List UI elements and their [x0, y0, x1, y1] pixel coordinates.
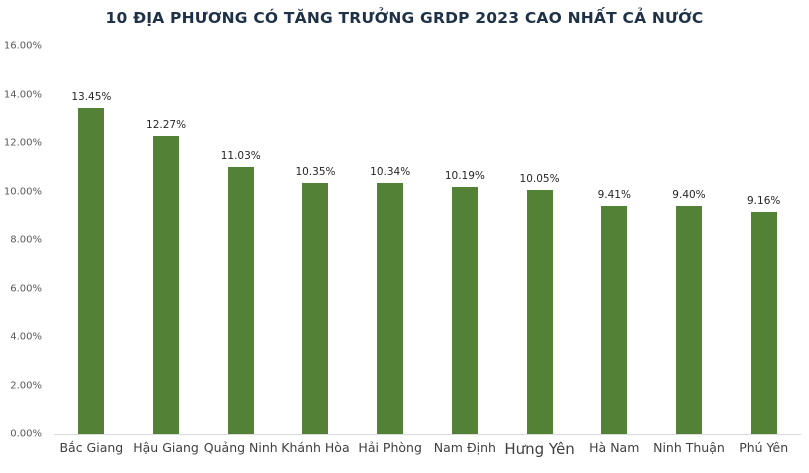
plot-area: 13.45% 12.27% 11.03% 10.35% 10.34% 10.19% 10.0…	[54, 46, 801, 435]
y-tick-label: 10.00%	[3, 186, 42, 197]
y-tick-label: 0.00%	[10, 428, 42, 440]
y-tick-label: 8.00%	[10, 234, 42, 246]
x-axis-labels: Bắc Giang Hậu Giang Quảng Ninh Khánh Hòa Hải…	[54, 440, 801, 458]
bar-value-label: 12.27%	[146, 119, 187, 132]
bar-column: 9.16%	[726, 46, 801, 434]
bar-value-label: 13.45%	[71, 90, 112, 103]
bar-value-label: 10.19%	[444, 169, 485, 182]
bar-1	[153, 136, 180, 434]
x-category-label: Hưng Yên	[504, 440, 575, 458]
bar-9	[750, 211, 777, 434]
bar-column: 13.45%	[54, 46, 129, 434]
x-category-label: Bắc Giang	[59, 440, 124, 455]
y-tick-label: 16.00%	[3, 40, 42, 52]
bar-6	[526, 190, 553, 434]
bar-3	[302, 183, 329, 434]
y-tick-label: 6.00%	[10, 283, 42, 294]
bar-column: 12.27%	[129, 46, 204, 434]
bar-column: 9.41%	[577, 46, 652, 434]
x-category-label: Phú Yên	[739, 440, 789, 455]
bar-8	[675, 206, 702, 434]
bar-2	[227, 166, 254, 434]
bar-column: 10.34%	[353, 46, 428, 434]
x-category-label: Nam Định	[433, 440, 496, 455]
bar-7	[601, 205, 628, 434]
bar-column: 10.05%	[502, 46, 577, 434]
bar-column: 10.35%	[278, 46, 353, 434]
bar-0	[78, 107, 105, 434]
bar-column: 11.03%	[203, 46, 278, 434]
y-tick-label: 4.00%	[10, 331, 42, 343]
chart-title: 10 ĐỊA PHƯƠNG CÓ TĂNG TRƯỞNG GRDP 2023 C…	[105, 9, 704, 27]
bar-value-label: 10.05%	[519, 173, 560, 186]
bar-4	[377, 183, 404, 434]
y-axis: 16.00% 14.00% 12.00% 10.00% 8.00% 6.00% 4.00% 2…	[0, 41, 46, 440]
bar-5	[451, 186, 478, 434]
y-tick-label: 2.00%	[10, 380, 42, 391]
bar-value-label: 10.35%	[295, 166, 336, 179]
x-category-label: Khánh Hòa	[281, 440, 350, 455]
x-category-label: Ninh Thuận	[653, 440, 725, 455]
y-tick-label: 14.00%	[3, 89, 42, 100]
bar-column: 10.19%	[428, 46, 503, 434]
bar-value-label: 11.03%	[220, 149, 261, 162]
bar-value-label: 9.41%	[597, 188, 631, 201]
x-category-label: Hà Nam	[589, 440, 640, 455]
bar-column: 9.40%	[652, 46, 727, 434]
bar-value-label: 9.16%	[747, 194, 781, 207]
x-category-label: Hải Phòng	[358, 440, 422, 455]
bar-value-label: 9.40%	[672, 189, 706, 202]
bar-value-label: 10.34%	[370, 166, 411, 179]
x-category-label: Quảng Ninh	[203, 440, 278, 455]
y-tick-label: 12.00%	[3, 137, 42, 149]
x-category-label: Hậu Giang	[133, 440, 199, 455]
